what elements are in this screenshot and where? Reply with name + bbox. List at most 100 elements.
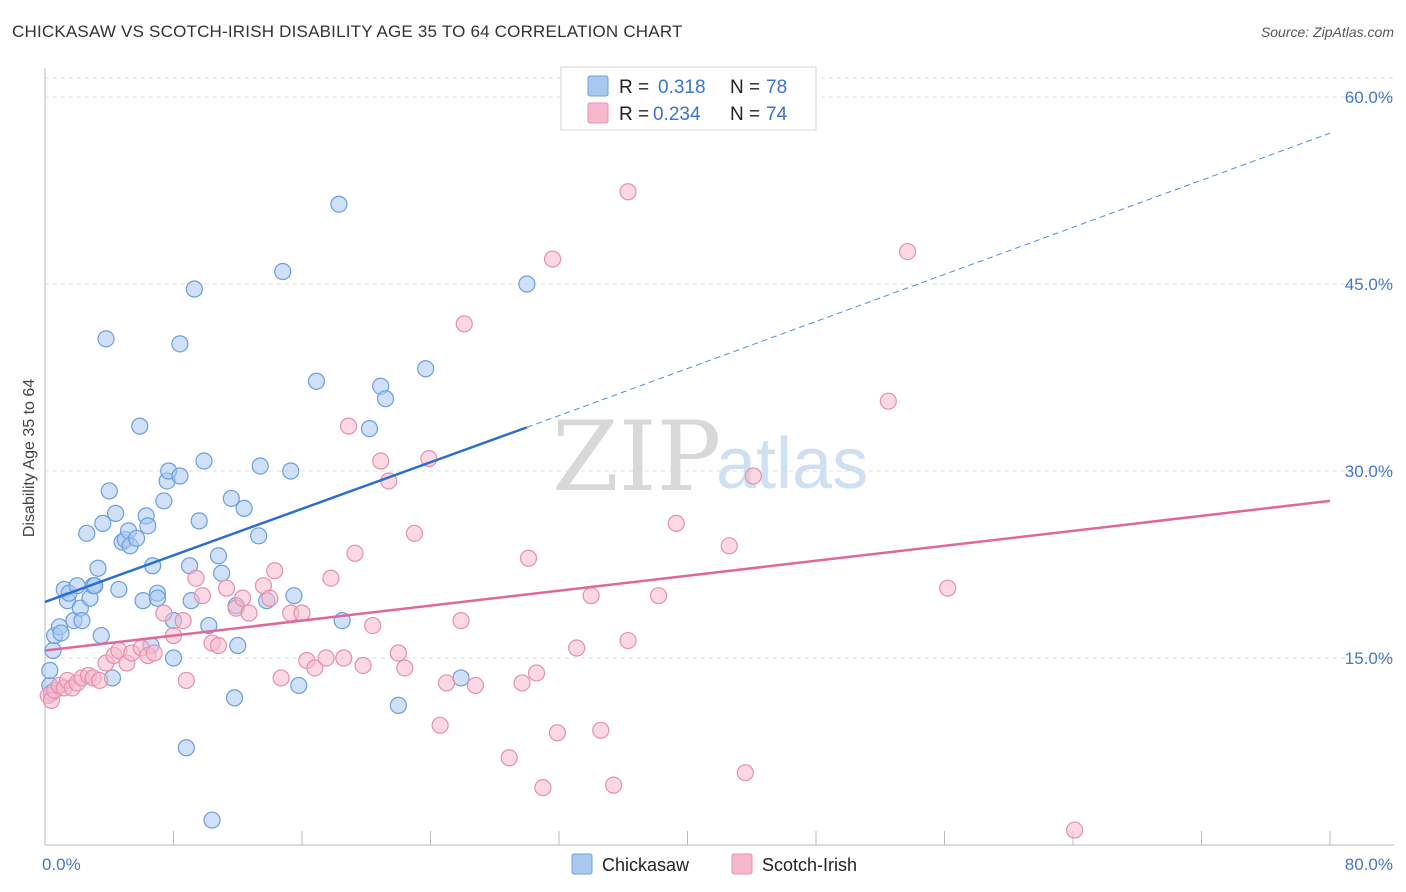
chickasaw-point xyxy=(171,335,189,353)
chickasaw-point xyxy=(360,420,379,438)
scotch-irish-point xyxy=(187,569,205,587)
bottom-legend-chickasaw: Chickasaw xyxy=(602,855,690,875)
scotch-irish-point xyxy=(500,749,518,767)
chickasaw-point xyxy=(285,587,303,605)
scotch-irish-point xyxy=(939,579,957,597)
chickasaw-point xyxy=(155,492,173,510)
scotch-irish-point xyxy=(306,659,324,677)
chickasaw-point xyxy=(282,462,300,480)
chickasaw-point xyxy=(452,669,470,687)
scotch-irish-point xyxy=(364,616,382,635)
chickasaw-point xyxy=(78,524,96,542)
scotch-irish-point xyxy=(592,721,610,739)
chickasaw-point xyxy=(164,649,183,667)
chickasaw-trend-extension xyxy=(526,132,1331,428)
chickasaw-point xyxy=(274,262,292,281)
scotch-irish-point xyxy=(649,587,668,605)
chickasaw-point xyxy=(185,280,203,298)
chickasaw-point xyxy=(213,564,231,582)
scotch-irish-point xyxy=(519,549,538,567)
scotch-irish-point xyxy=(335,649,353,667)
chickasaw-point xyxy=(89,559,107,577)
scotch-irish-point xyxy=(1066,821,1084,839)
chickasaw-point xyxy=(92,626,110,645)
chickasaw-point xyxy=(127,529,146,547)
chickasaw-point xyxy=(222,489,240,508)
scotch-irish-point xyxy=(405,524,424,542)
watermark-atlas: atlas xyxy=(716,424,868,504)
scotch-irish-point xyxy=(174,611,192,630)
chickasaw-point xyxy=(376,390,395,408)
chickasaw-point xyxy=(139,517,157,535)
chickasaw-point xyxy=(52,624,70,642)
scotch-irish-point xyxy=(372,452,390,470)
chickasaw-point xyxy=(203,811,221,829)
scotch-irish-point xyxy=(155,604,173,622)
y-tick-label: 15.0% xyxy=(1345,649,1393,668)
chickasaw-point xyxy=(97,330,115,348)
chickasaw-point xyxy=(94,514,112,532)
scotch-irish-point xyxy=(879,392,897,410)
legend-r-label-1: R = xyxy=(619,77,649,98)
chickasaw-trend-line xyxy=(44,426,528,604)
scotch-irish-point xyxy=(217,579,236,597)
legend-n-label-1: N = xyxy=(730,77,760,98)
legend-r-label-2: R = xyxy=(619,104,649,125)
scotch-irish-point xyxy=(322,569,340,587)
watermark-zip: ZIP xyxy=(552,401,721,513)
scotch-irish-point xyxy=(193,587,212,605)
scotch-irish-point xyxy=(339,417,358,435)
scotch-irish-point xyxy=(527,664,546,682)
legend-n-value-2: 74 xyxy=(766,104,788,125)
scotch-irish-point xyxy=(272,669,290,687)
legend-n-label-2: N = xyxy=(730,104,760,125)
trend-lines xyxy=(44,132,1331,652)
scotch-irish-point xyxy=(266,562,284,580)
scotch-irish-point xyxy=(233,589,252,607)
chickasaw-point xyxy=(73,611,91,630)
chickasaw-point xyxy=(225,689,244,707)
watermark: ZIP atlas xyxy=(552,401,868,513)
y-tick-label: 30.0% xyxy=(1345,462,1393,481)
chickasaw-point xyxy=(177,739,195,757)
scotch-irish-point xyxy=(431,716,449,734)
scotch-irish-point xyxy=(466,676,485,695)
chickasaw-point xyxy=(41,661,59,680)
scotch-irish-point xyxy=(91,671,109,690)
y-axis-label: Disability Age 35 to 64 xyxy=(21,379,38,537)
chickasaw-point xyxy=(134,592,152,610)
chickasaw-point xyxy=(417,360,435,378)
scotch-irish-point xyxy=(240,604,258,622)
scotch-irish-point xyxy=(667,514,685,532)
scotch-irish-point xyxy=(452,611,470,630)
legend-r-value-1: 0.318 xyxy=(658,77,706,98)
scotch-irish-point xyxy=(513,674,531,692)
scotch-irish-point xyxy=(261,589,279,607)
scotch-irish-point xyxy=(396,659,414,677)
scotch-irish-point xyxy=(568,639,586,657)
scotch-irish-point xyxy=(437,674,456,692)
chickasaw-point xyxy=(389,696,407,714)
chickasaw-point xyxy=(100,482,118,500)
bottom-legend-scotch-irish: Scotch-Irish xyxy=(762,855,857,875)
legend-swatch-scotch-irish xyxy=(587,102,609,124)
chickasaw-point xyxy=(148,589,167,607)
scotch-irish-point xyxy=(346,544,364,562)
scotch-irish-trend-line xyxy=(44,499,1331,652)
chickasaw-point xyxy=(195,452,213,470)
chickasaw-point xyxy=(229,636,247,655)
chickasaw-point xyxy=(290,676,308,695)
chickasaw-point xyxy=(171,467,189,485)
scotch-irish-point xyxy=(548,724,566,742)
y-tick-label: 45.0% xyxy=(1345,275,1393,294)
scotch-irish-point xyxy=(534,779,552,797)
chickasaw-point xyxy=(251,457,269,475)
legend-n-value-1: 78 xyxy=(766,77,787,98)
scotch-irish-point xyxy=(619,631,637,650)
chickasaw-point xyxy=(200,616,218,635)
scotch-irish-point xyxy=(209,636,228,655)
axes xyxy=(44,68,1394,846)
scotch-irish-point xyxy=(898,242,917,261)
scotch-irish-point xyxy=(145,644,163,662)
legend-bottom: Chickasaw Scotch-Irish xyxy=(571,853,857,875)
